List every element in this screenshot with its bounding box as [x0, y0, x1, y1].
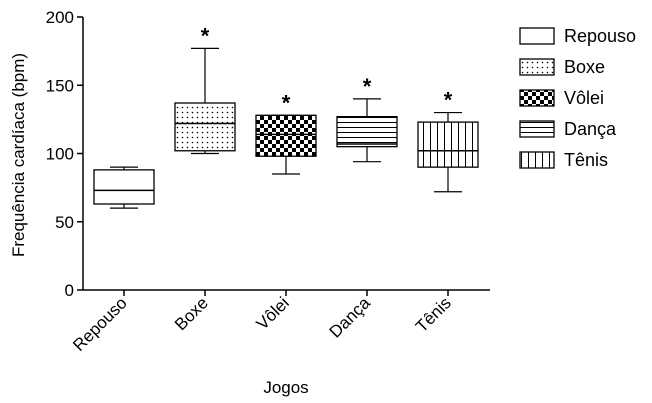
significance-marker: * [363, 74, 372, 99]
y-axis-label: Frequência cardíaca (bpm) [9, 53, 28, 257]
box-4: * [336, 74, 398, 163]
legend-swatch [519, 58, 555, 76]
x-tick-label: Dança [326, 293, 375, 342]
box-1 [93, 166, 155, 209]
legend-label: Dança [564, 119, 617, 139]
legend-entry: Boxe [519, 57, 605, 77]
boxes: * * * * [93, 23, 479, 209]
box-body [93, 169, 155, 205]
legend-swatch [519, 27, 555, 45]
legend-label: Repouso [564, 26, 636, 46]
legend-entry: Vôlei [519, 88, 604, 108]
legend-swatch [519, 89, 555, 107]
y-tick-label: 50 [55, 213, 74, 232]
x-tick-label: Tênis [412, 293, 455, 336]
box-body [336, 115, 398, 148]
legend-label: Boxe [564, 57, 605, 77]
x-axis-label: Jogos [263, 378, 308, 397]
legend-label: Tênis [564, 150, 608, 170]
box-2: * [174, 23, 236, 155]
significance-marker: * [201, 23, 210, 48]
y-tick-label: 200 [46, 8, 74, 27]
y-tick-label: 0 [65, 281, 74, 300]
box-body [255, 114, 317, 157]
legend-swatch [519, 120, 555, 138]
legend: Repouso Boxe Vôlei Dança Tênis [519, 26, 636, 170]
legend-label: Vôlei [564, 88, 604, 108]
y-tick-label: 100 [46, 145, 74, 164]
y-tick-label: 150 [46, 76, 74, 95]
legend-entry: Repouso [519, 26, 636, 46]
box-5: * [417, 88, 479, 193]
box-body [174, 102, 236, 152]
x-tick-label: Boxe [171, 293, 212, 334]
x-tick-label: Repouso [69, 293, 131, 355]
box-3: * [255, 90, 317, 175]
box-body [417, 121, 479, 168]
legend-entry: Dança [519, 119, 617, 139]
legend-swatch [519, 151, 555, 169]
x-tick-label: Vôlei [253, 293, 293, 333]
significance-marker: * [444, 88, 453, 113]
legend-entry: Tênis [519, 150, 608, 170]
significance-marker: * [282, 90, 291, 115]
